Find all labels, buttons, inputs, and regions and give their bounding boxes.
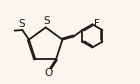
Text: S: S — [19, 19, 25, 29]
Text: F: F — [94, 19, 100, 29]
Text: S: S — [43, 16, 50, 26]
Text: O: O — [45, 68, 53, 78]
